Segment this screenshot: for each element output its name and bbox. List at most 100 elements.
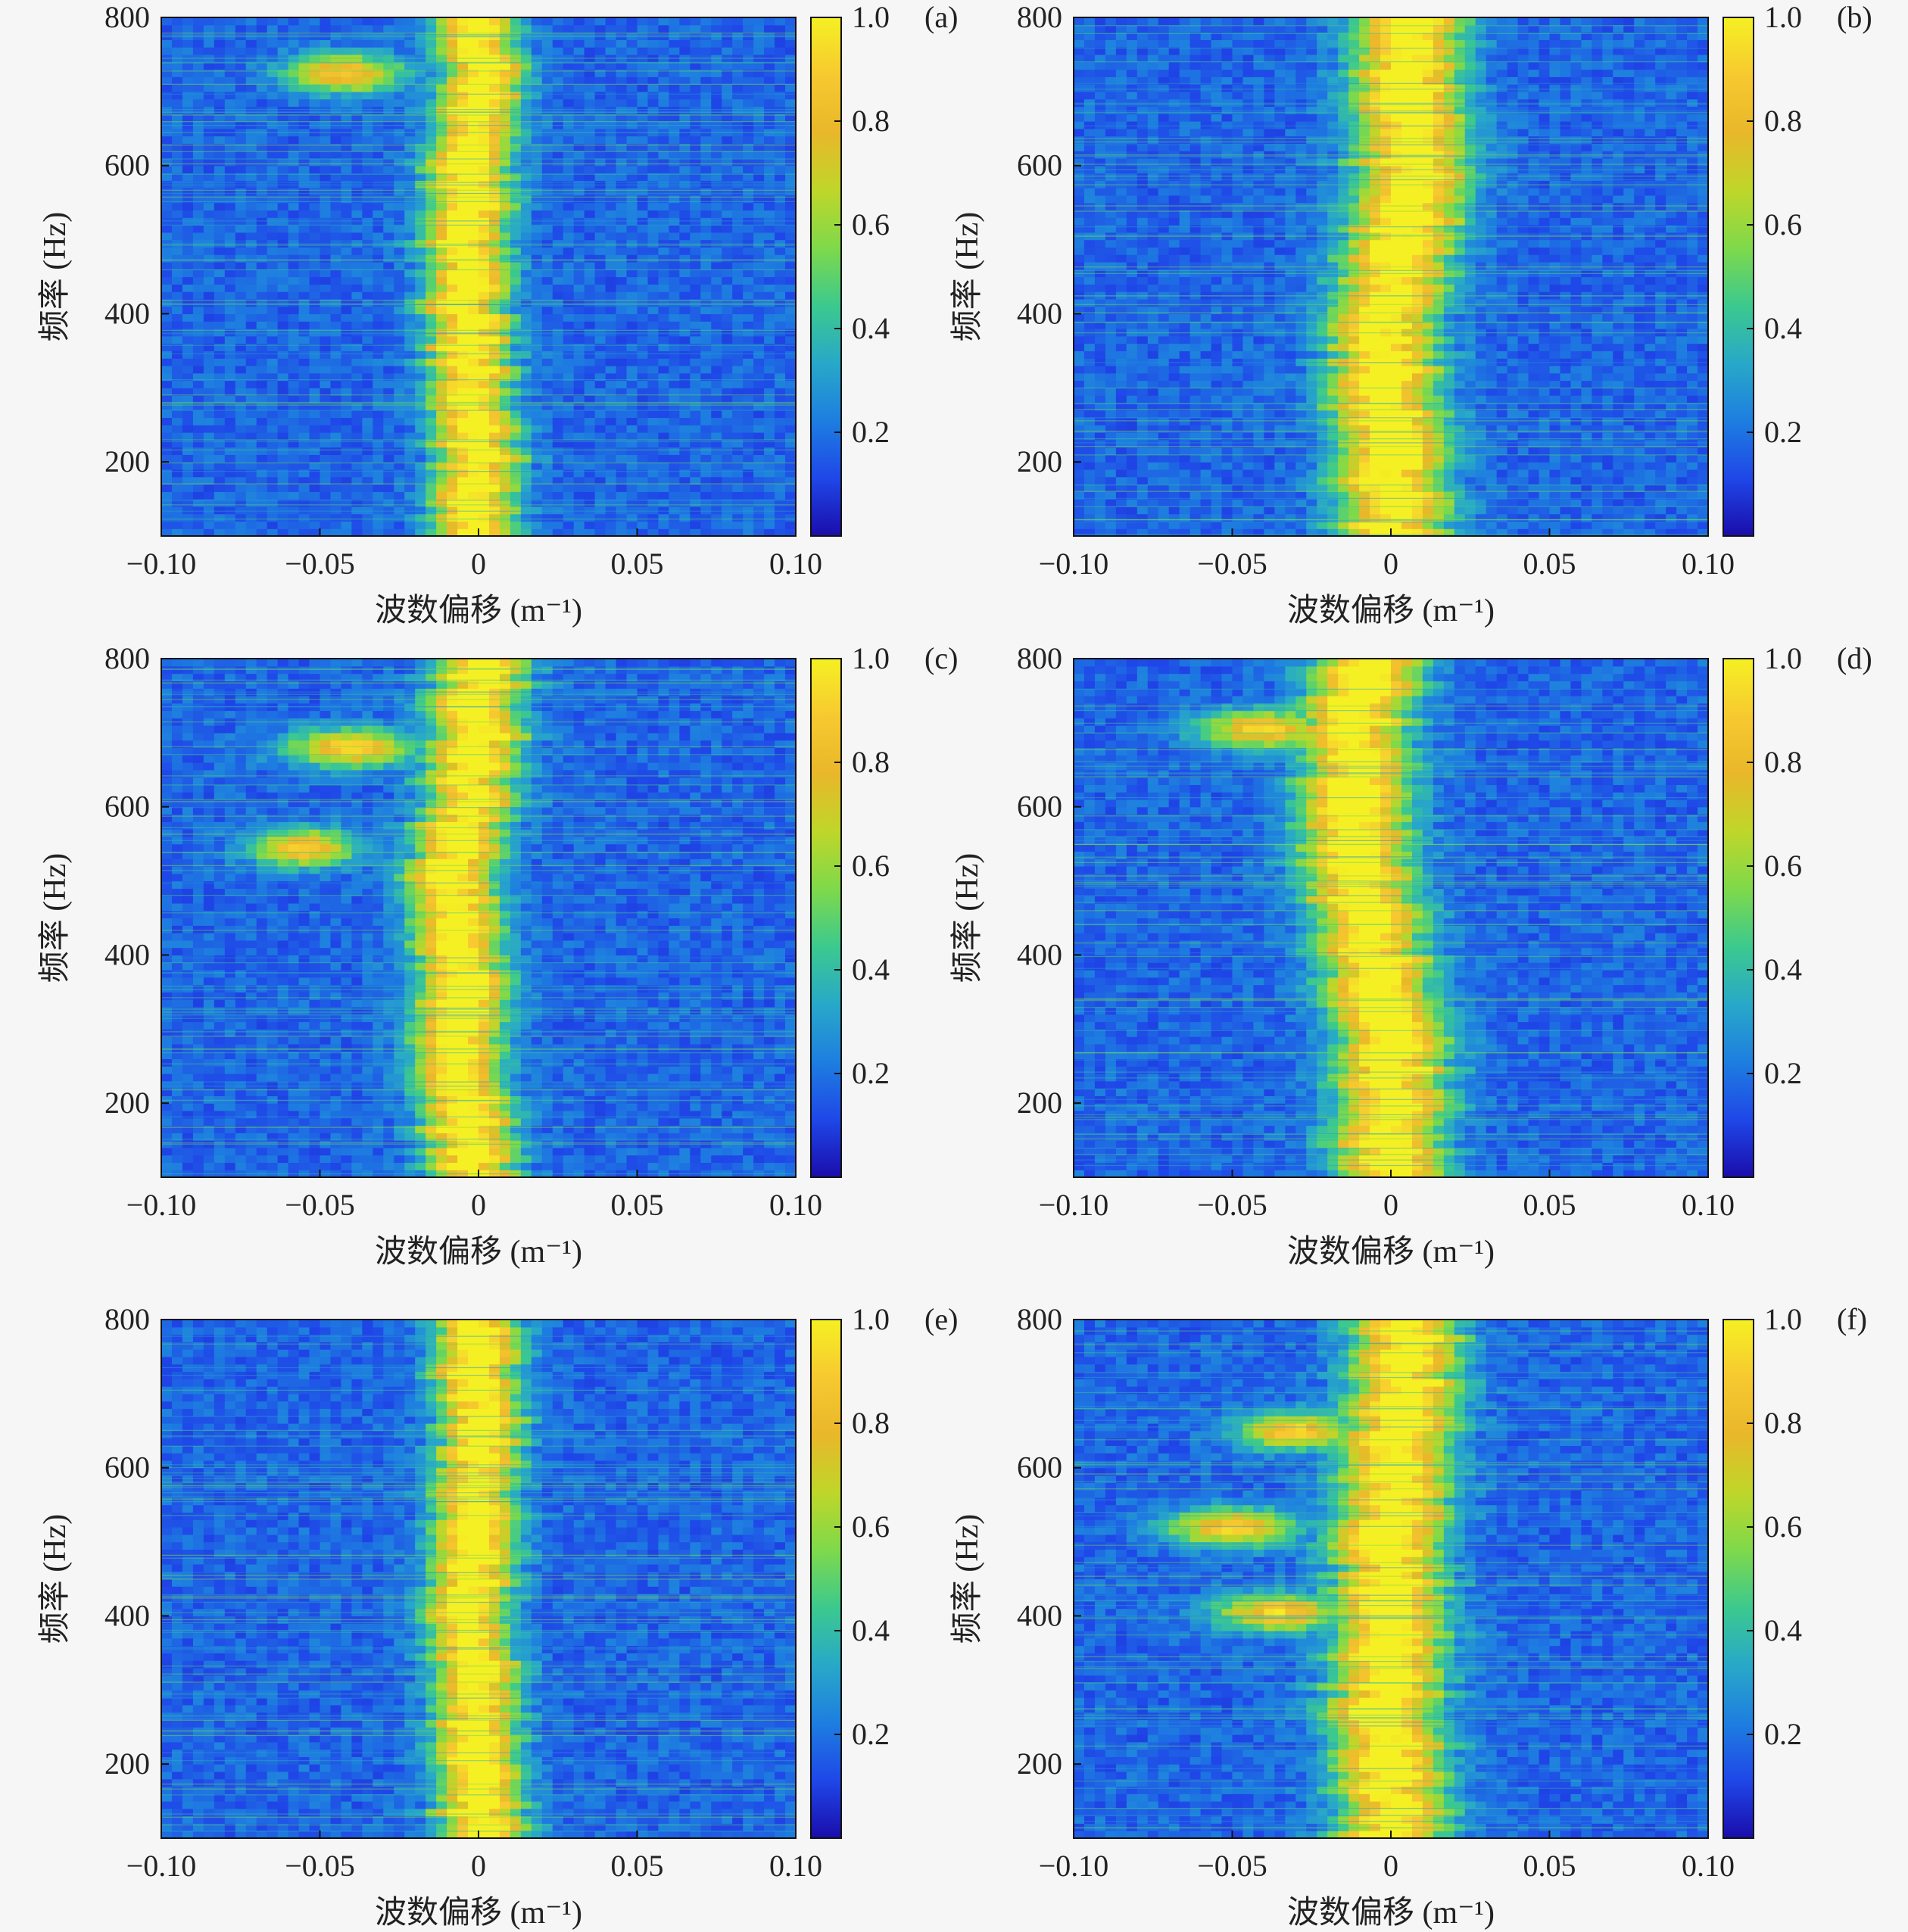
- x-tick-label: 0.05: [1523, 1849, 1576, 1883]
- colorbar-tick-label: 0.8: [852, 745, 890, 779]
- y-tick-label: 400: [104, 937, 150, 971]
- y-tick-label: 600: [1017, 790, 1062, 824]
- colorbar-tick-label: 1.0: [852, 641, 890, 675]
- panel-d: −0.10 −0.05 0 0.05 0.10 200 400 600 800 波数偏移 (m⁻¹…: [949, 641, 1872, 1270]
- x-tick-label: 0.05: [1523, 1188, 1576, 1222]
- y-axis-label: 频率 (Hz): [949, 212, 985, 341]
- x-axis-label: 波数偏移 (m⁻¹): [1287, 1896, 1495, 1930]
- panel-label: (e): [924, 1302, 958, 1336]
- colorbar-tick-label: 1.0: [1764, 1302, 1802, 1336]
- x-tick-label: 0.10: [769, 547, 822, 581]
- y-tick-label: 600: [1017, 1451, 1062, 1485]
- heatmap-cells: [161, 1320, 797, 1839]
- colorbar-tick-label: 0.2: [1764, 415, 1802, 449]
- colorbar-tick-label: 0.6: [1764, 849, 1802, 883]
- panel-f: −0.10 −0.05 0 0.05 0.10 200 400 600 800 波数偏移 (m⁻¹…: [949, 1302, 1867, 1930]
- y-tick-label: 800: [104, 1302, 150, 1336]
- y-tick-label: 400: [1017, 296, 1062, 330]
- y-axis-label: 频率 (Hz): [949, 853, 985, 983]
- colorbar-tick-label: 0.4: [1764, 952, 1802, 986]
- x-tick-label: 0: [471, 1188, 486, 1222]
- panel-b: −0.10 −0.05 0 0.05 0.10 200 400 600 800 波数偏移 (m⁻¹…: [949, 0, 1872, 628]
- colorbar-tick-label: 0.4: [1764, 1613, 1802, 1647]
- y-tick-label: 200: [1017, 444, 1062, 478]
- x-axis-label: 波数偏移 (m⁻¹): [375, 594, 582, 628]
- x-tick-label: 0.10: [1682, 547, 1735, 581]
- colorbar-tick-label: 0.2: [1764, 1717, 1802, 1751]
- heatmap-cells: [161, 17, 797, 537]
- x-tick-label: 0.05: [1523, 547, 1576, 581]
- y-axis-label: 频率 (Hz): [949, 1514, 985, 1644]
- colorbar-tick-label: 0.8: [852, 104, 890, 138]
- colorbar: [1722, 1319, 1754, 1839]
- colorbar-tick-label: 1.0: [1764, 641, 1802, 675]
- x-tick-label: −0.05: [285, 1849, 355, 1883]
- x-tick-label: 0.10: [1682, 1849, 1735, 1883]
- panel-c: −0.10 −0.05 0 0.05 0.10 200 400 600 800 波数偏移 (m⁻¹…: [37, 641, 958, 1270]
- x-tick-label: 0.05: [611, 1849, 664, 1883]
- x-tick-label: −0.05: [1197, 1849, 1267, 1883]
- x-tick-label: 0.10: [1682, 1188, 1735, 1222]
- colorbar-tick-label: 0.6: [852, 207, 890, 242]
- colorbar-tick-label: 0.8: [1764, 104, 1802, 138]
- x-tick-label: −0.05: [1197, 547, 1267, 581]
- heatmap-cells: [1074, 17, 1709, 537]
- y-tick-label: 400: [1017, 1598, 1062, 1632]
- y-axis-label: 频率 (Hz): [37, 1514, 73, 1644]
- x-tick-label: 0: [471, 1849, 486, 1883]
- colorbar-tick-label: 0.6: [1764, 1510, 1802, 1544]
- y-axis-label: 频率 (Hz): [37, 853, 73, 983]
- colorbar: [810, 658, 842, 1178]
- x-tick-label: 0.10: [769, 1849, 822, 1883]
- heatmap-cells: [1074, 1320, 1709, 1839]
- panel-label: (b): [1837, 0, 1872, 34]
- colorbar-tick-label: 1.0: [1764, 0, 1802, 34]
- y-tick-label: 200: [104, 1747, 150, 1781]
- heatmap-cells: [161, 659, 797, 1178]
- colorbar-tick-label: 0.2: [1764, 1056, 1802, 1090]
- colorbar-tick-label: 0.4: [852, 311, 890, 345]
- colorbar-tick-label: 0.8: [1764, 745, 1802, 779]
- x-tick-label: 0: [1383, 1849, 1398, 1883]
- colorbar-tick-label: 0.2: [852, 415, 890, 449]
- x-axis-label: 波数偏移 (m⁻¹): [1287, 1235, 1495, 1270]
- x-tick-label: −0.10: [126, 1188, 197, 1222]
- x-tick-label: 0: [1383, 1188, 1398, 1222]
- x-axis-label: 波数偏移 (m⁻¹): [1287, 594, 1495, 628]
- panel-label: (a): [924, 0, 958, 34]
- y-tick-label: 600: [1017, 148, 1062, 182]
- x-axis-label: 波数偏移 (m⁻¹): [375, 1235, 582, 1270]
- colorbar-tick-label: 1.0: [852, 1302, 890, 1336]
- colorbar-tick-label: 0.2: [852, 1717, 890, 1751]
- colorbar-tick-label: 0.4: [1764, 311, 1802, 345]
- colorbar: [810, 17, 842, 537]
- y-tick-label: 200: [1017, 1086, 1062, 1120]
- colorbar-tick-label: 0.2: [852, 1056, 890, 1090]
- x-tick-label: 0.05: [611, 1188, 664, 1222]
- panel-label: (c): [924, 641, 958, 675]
- y-tick-label: 800: [104, 641, 150, 675]
- y-tick-label: 800: [1017, 0, 1062, 34]
- y-tick-label: 800: [1017, 641, 1062, 675]
- x-tick-label: −0.05: [1197, 1188, 1267, 1222]
- y-tick-label: 600: [104, 148, 150, 182]
- x-tick-label: −0.10: [126, 1849, 197, 1883]
- y-tick-label: 600: [104, 790, 150, 824]
- colorbar: [1722, 17, 1754, 537]
- y-tick-label: 200: [1017, 1747, 1062, 1781]
- y-tick-label: 600: [104, 1451, 150, 1485]
- y-tick-label: 400: [104, 1598, 150, 1632]
- colorbar-tick-label: 0.4: [852, 952, 890, 986]
- colorbar-tick-label: 0.6: [1764, 207, 1802, 242]
- colorbar: [810, 1319, 842, 1839]
- x-tick-label: −0.10: [1039, 1849, 1109, 1883]
- panel-label: (f): [1837, 1302, 1867, 1336]
- x-tick-label: 0: [471, 547, 486, 581]
- colorbar-tick-label: 0.8: [1764, 1406, 1802, 1440]
- x-tick-label: 0.05: [611, 547, 664, 581]
- colorbar-tick-label: 1.0: [852, 0, 890, 34]
- colorbar: [1722, 658, 1754, 1178]
- x-tick-label: −0.10: [126, 547, 197, 581]
- colorbar-tick-label: 0.8: [852, 1406, 890, 1440]
